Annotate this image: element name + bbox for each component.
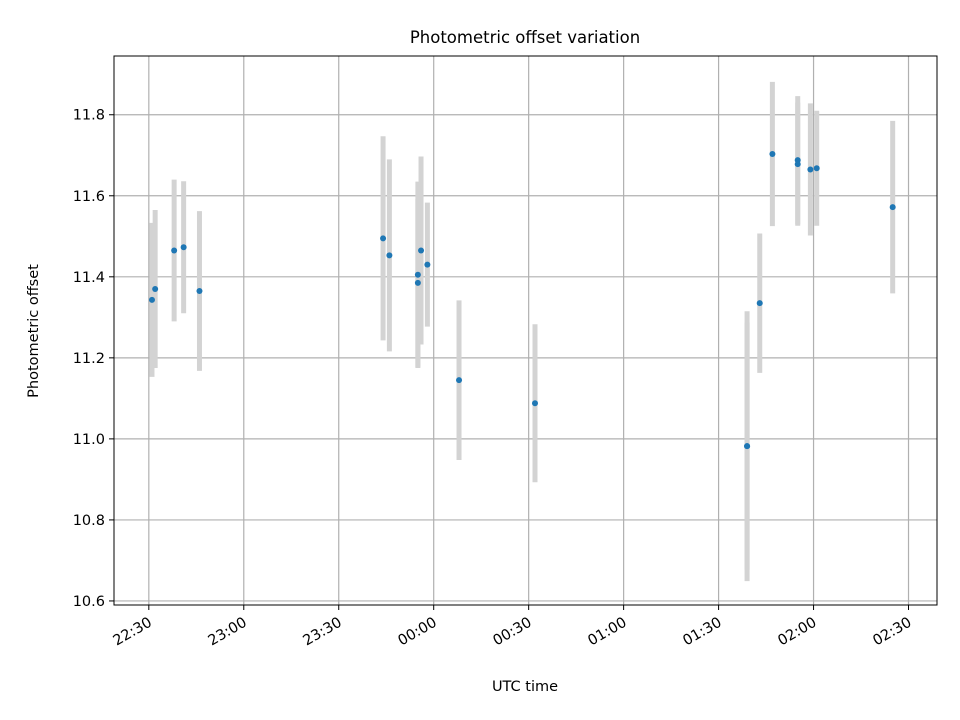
data-point: [424, 261, 431, 268]
chart-title: Photometric offset variation: [410, 28, 640, 47]
y-tick-label: 10.6: [73, 594, 105, 610]
data-point: [386, 252, 393, 259]
y-axis: 10.6 10.8 11.0 11.2 11.4 11.6 11.8: [73, 108, 114, 610]
data-point: [414, 271, 421, 278]
plot-frame: [113, 55, 938, 606]
data-point: [152, 285, 159, 292]
data-point: [418, 247, 425, 254]
y-tick-label: 11.0: [73, 432, 105, 448]
y-tick-label: 11.4: [73, 270, 105, 286]
data-point: [456, 377, 463, 384]
data-point: [171, 247, 178, 254]
grid: [114, 56, 937, 605]
data-point: [180, 244, 187, 251]
data-point: [196, 287, 203, 294]
x-axis-label: UTC time: [492, 679, 558, 695]
data-point: [769, 151, 776, 158]
data-point: [380, 235, 387, 242]
y-axis-label: Photometric offset: [26, 264, 42, 398]
y-tick-label: 11.2: [73, 351, 105, 367]
data-point: [889, 204, 896, 211]
data-point: [744, 443, 751, 450]
data-point: [414, 279, 421, 286]
data-point: [794, 161, 801, 168]
y-tick-label: 10.8: [73, 513, 105, 529]
data-points: [148, 151, 896, 450]
data-point: [813, 165, 820, 172]
y-tick-label: 11.6: [73, 189, 105, 205]
data-point: [756, 300, 763, 307]
data-point: [531, 400, 538, 407]
data-point: [807, 166, 814, 173]
data-point: [148, 296, 155, 303]
y-tick-label: 11.8: [73, 108, 105, 124]
